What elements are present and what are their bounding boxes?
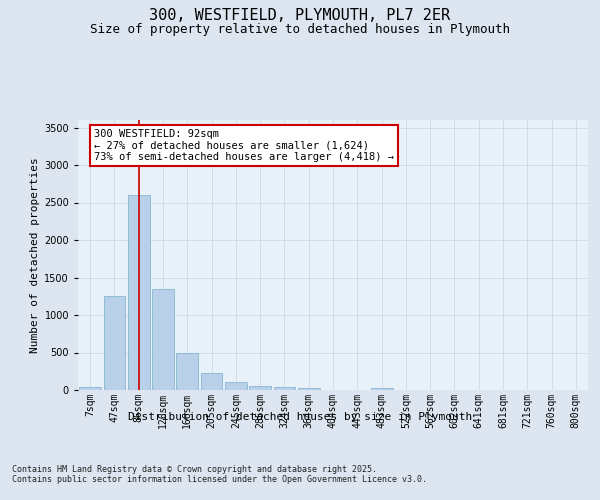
Text: Contains HM Land Registry data © Crown copyright and database right 2025.
Contai: Contains HM Land Registry data © Crown c… xyxy=(12,465,427,484)
Bar xyxy=(79,387,101,390)
Bar xyxy=(104,296,125,390)
Bar xyxy=(371,388,392,390)
Bar xyxy=(176,352,198,390)
Bar xyxy=(274,388,295,390)
Text: Size of property relative to detached houses in Plymouth: Size of property relative to detached ho… xyxy=(90,22,510,36)
Bar xyxy=(128,195,149,390)
Bar xyxy=(225,382,247,390)
Bar xyxy=(152,289,174,390)
Bar xyxy=(200,373,223,390)
Y-axis label: Number of detached properties: Number of detached properties xyxy=(30,157,40,353)
Text: 300 WESTFIELD: 92sqm
← 27% of detached houses are smaller (1,624)
73% of semi-de: 300 WESTFIELD: 92sqm ← 27% of detached h… xyxy=(94,129,394,162)
Bar xyxy=(298,388,320,390)
Text: Distribution of detached houses by size in Plymouth: Distribution of detached houses by size … xyxy=(128,412,472,422)
Text: 300, WESTFIELD, PLYMOUTH, PL7 2ER: 300, WESTFIELD, PLYMOUTH, PL7 2ER xyxy=(149,8,451,22)
Bar xyxy=(249,386,271,390)
